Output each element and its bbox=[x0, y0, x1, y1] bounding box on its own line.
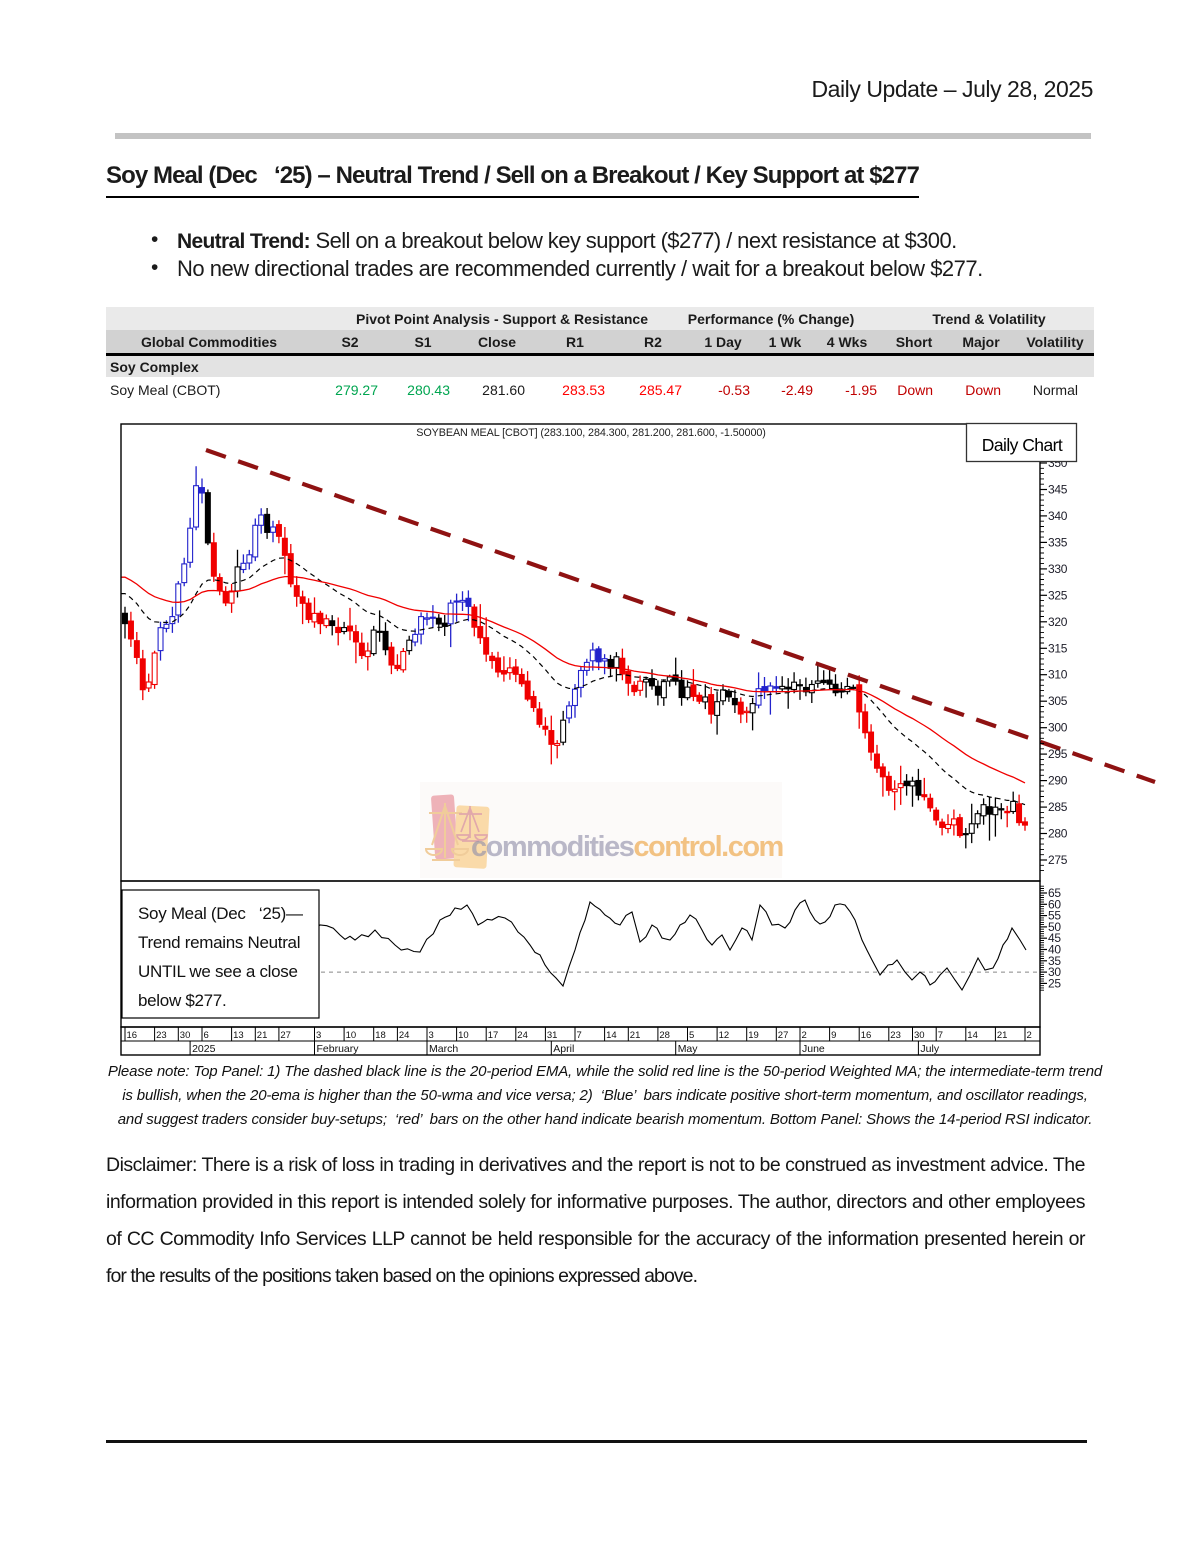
svg-text:9: 9 bbox=[831, 1030, 836, 1041]
svg-text:12: 12 bbox=[719, 1030, 730, 1041]
svg-text:310: 310 bbox=[1048, 668, 1068, 682]
svg-text:315: 315 bbox=[1048, 641, 1068, 655]
svg-text:35: 35 bbox=[1048, 954, 1061, 968]
svg-text:Trend remains Neutral: Trend remains Neutral bbox=[138, 933, 300, 952]
svg-text:60: 60 bbox=[1048, 897, 1061, 911]
svg-text:285: 285 bbox=[1048, 800, 1068, 814]
svg-text:March: March bbox=[429, 1043, 458, 1055]
svg-text:30: 30 bbox=[180, 1030, 191, 1041]
svg-text:5: 5 bbox=[689, 1030, 694, 1041]
svg-text:July: July bbox=[920, 1043, 939, 1055]
svg-text:16: 16 bbox=[127, 1030, 138, 1041]
svg-text:30: 30 bbox=[914, 1030, 925, 1041]
svg-text:3: 3 bbox=[316, 1030, 321, 1041]
svg-text:28: 28 bbox=[659, 1030, 670, 1041]
svg-text:295: 295 bbox=[1048, 747, 1068, 761]
svg-text:June: June bbox=[802, 1043, 825, 1055]
svg-text:300: 300 bbox=[1048, 721, 1068, 735]
svg-text:16: 16 bbox=[861, 1030, 872, 1041]
svg-text:10: 10 bbox=[346, 1030, 357, 1041]
svg-text:280: 280 bbox=[1048, 827, 1068, 841]
svg-text:21: 21 bbox=[257, 1030, 268, 1041]
svg-text:21: 21 bbox=[630, 1030, 641, 1041]
svg-text:below $277.: below $277. bbox=[138, 991, 226, 1010]
svg-text:SOYBEAN MEAL [CBOT] (283.100,: SOYBEAN MEAL [CBOT] (283.100, 284.300, 2… bbox=[416, 427, 766, 439]
svg-text:50: 50 bbox=[1048, 920, 1061, 934]
svg-text:24: 24 bbox=[399, 1030, 410, 1041]
svg-text:17: 17 bbox=[488, 1030, 499, 1041]
svg-text:30: 30 bbox=[1048, 965, 1061, 979]
svg-text:February: February bbox=[317, 1043, 360, 1055]
svg-text:19: 19 bbox=[748, 1030, 759, 1041]
svg-text:24: 24 bbox=[517, 1030, 528, 1041]
svg-text:May: May bbox=[678, 1043, 699, 1055]
svg-text:45: 45 bbox=[1048, 931, 1061, 945]
svg-text:325: 325 bbox=[1048, 588, 1068, 602]
svg-text:28: 28 bbox=[1027, 1030, 1038, 1041]
svg-text:7: 7 bbox=[577, 1030, 582, 1041]
svg-text:320: 320 bbox=[1048, 615, 1068, 629]
svg-text:commoditiescontrol.com: commoditiescontrol.com bbox=[471, 831, 783, 863]
svg-text:2: 2 bbox=[802, 1030, 807, 1041]
svg-text:6: 6 bbox=[204, 1030, 209, 1041]
svg-text:25: 25 bbox=[1048, 976, 1061, 990]
svg-text:14: 14 bbox=[606, 1030, 617, 1041]
svg-text:31: 31 bbox=[547, 1030, 558, 1041]
svg-text:21: 21 bbox=[997, 1030, 1008, 1041]
svg-text:7: 7 bbox=[938, 1030, 943, 1041]
svg-text:40: 40 bbox=[1048, 943, 1061, 957]
svg-text:13: 13 bbox=[233, 1030, 244, 1041]
svg-text:330: 330 bbox=[1048, 562, 1068, 576]
svg-text:340: 340 bbox=[1048, 509, 1068, 523]
svg-text:UNTIL we see a close: UNTIL we see a close bbox=[138, 962, 298, 981]
svg-text:2025: 2025 bbox=[192, 1043, 216, 1055]
svg-text:305: 305 bbox=[1048, 694, 1068, 708]
svg-text:23: 23 bbox=[890, 1030, 901, 1041]
svg-text:Soy Meal (Dec ‘25)—: Soy Meal (Dec ‘25)— bbox=[138, 904, 303, 923]
svg-text:14: 14 bbox=[967, 1030, 978, 1041]
svg-text:April: April bbox=[553, 1043, 574, 1055]
svg-text:18: 18 bbox=[375, 1030, 386, 1041]
svg-text:23: 23 bbox=[156, 1030, 167, 1041]
svg-text:Daily Chart: Daily Chart bbox=[982, 435, 1063, 455]
svg-text:3: 3 bbox=[429, 1030, 434, 1041]
svg-text:275: 275 bbox=[1048, 853, 1068, 867]
svg-text:27: 27 bbox=[280, 1030, 291, 1041]
svg-text:335: 335 bbox=[1048, 535, 1068, 549]
svg-text:345: 345 bbox=[1048, 483, 1068, 497]
svg-text:55: 55 bbox=[1048, 909, 1061, 923]
svg-text:290: 290 bbox=[1048, 774, 1068, 788]
svg-text:27: 27 bbox=[778, 1030, 789, 1041]
svg-text:65: 65 bbox=[1048, 886, 1061, 900]
svg-text:10: 10 bbox=[458, 1030, 469, 1041]
